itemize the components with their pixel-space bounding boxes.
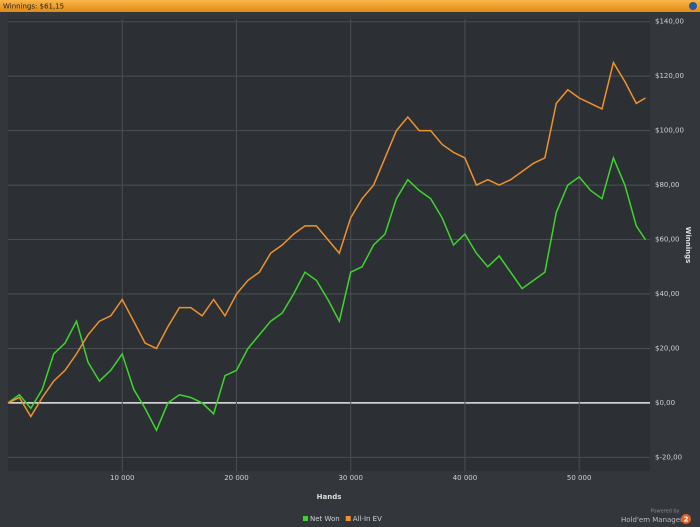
legend-label: All-In EV <box>353 515 382 523</box>
x-tick-label: 20 000 <box>224 474 249 482</box>
chart-title: Winnings: $61,15 <box>3 3 64 11</box>
legend-label: Net Won <box>310 515 340 523</box>
y-tick-label: $20,00 <box>655 344 680 352</box>
y-tick-label: $80,00 <box>655 181 680 189</box>
y-tick-label: $-20,00 <box>655 453 682 461</box>
x-tick-label: 30 000 <box>338 474 363 482</box>
footer-brand: Hold'em Manager <box>621 516 683 524</box>
series-line <box>7 155 647 432</box>
legend-swatch <box>303 516 308 521</box>
footer-badge: 2 <box>684 516 689 524</box>
x-tick-label: 40 000 <box>453 474 478 482</box>
y-tick-label: $120,00 <box>655 72 684 80</box>
footer-badge-bg <box>681 514 691 524</box>
x-axis-label: Hands <box>317 493 342 501</box>
y-tick-label: $100,00 <box>655 127 684 135</box>
x-tick-label: 10 000 <box>110 474 135 482</box>
plot-area <box>8 19 650 471</box>
y-tick-label: $60,00 <box>655 236 680 244</box>
help-icon[interactable] <box>689 2 697 10</box>
y-axis-label: Winnings <box>684 227 692 264</box>
title-bar <box>0 0 700 12</box>
footer-powered: Powered by <box>651 509 680 515</box>
legend-swatch <box>345 516 351 521</box>
y-tick-label: $40,00 <box>655 290 680 298</box>
y-tick-label: $0,00 <box>655 399 675 407</box>
y-tick-label: $140,00 <box>655 18 684 26</box>
x-tick-label: 50 000 <box>567 474 592 482</box>
series-line <box>7 60 646 418</box>
